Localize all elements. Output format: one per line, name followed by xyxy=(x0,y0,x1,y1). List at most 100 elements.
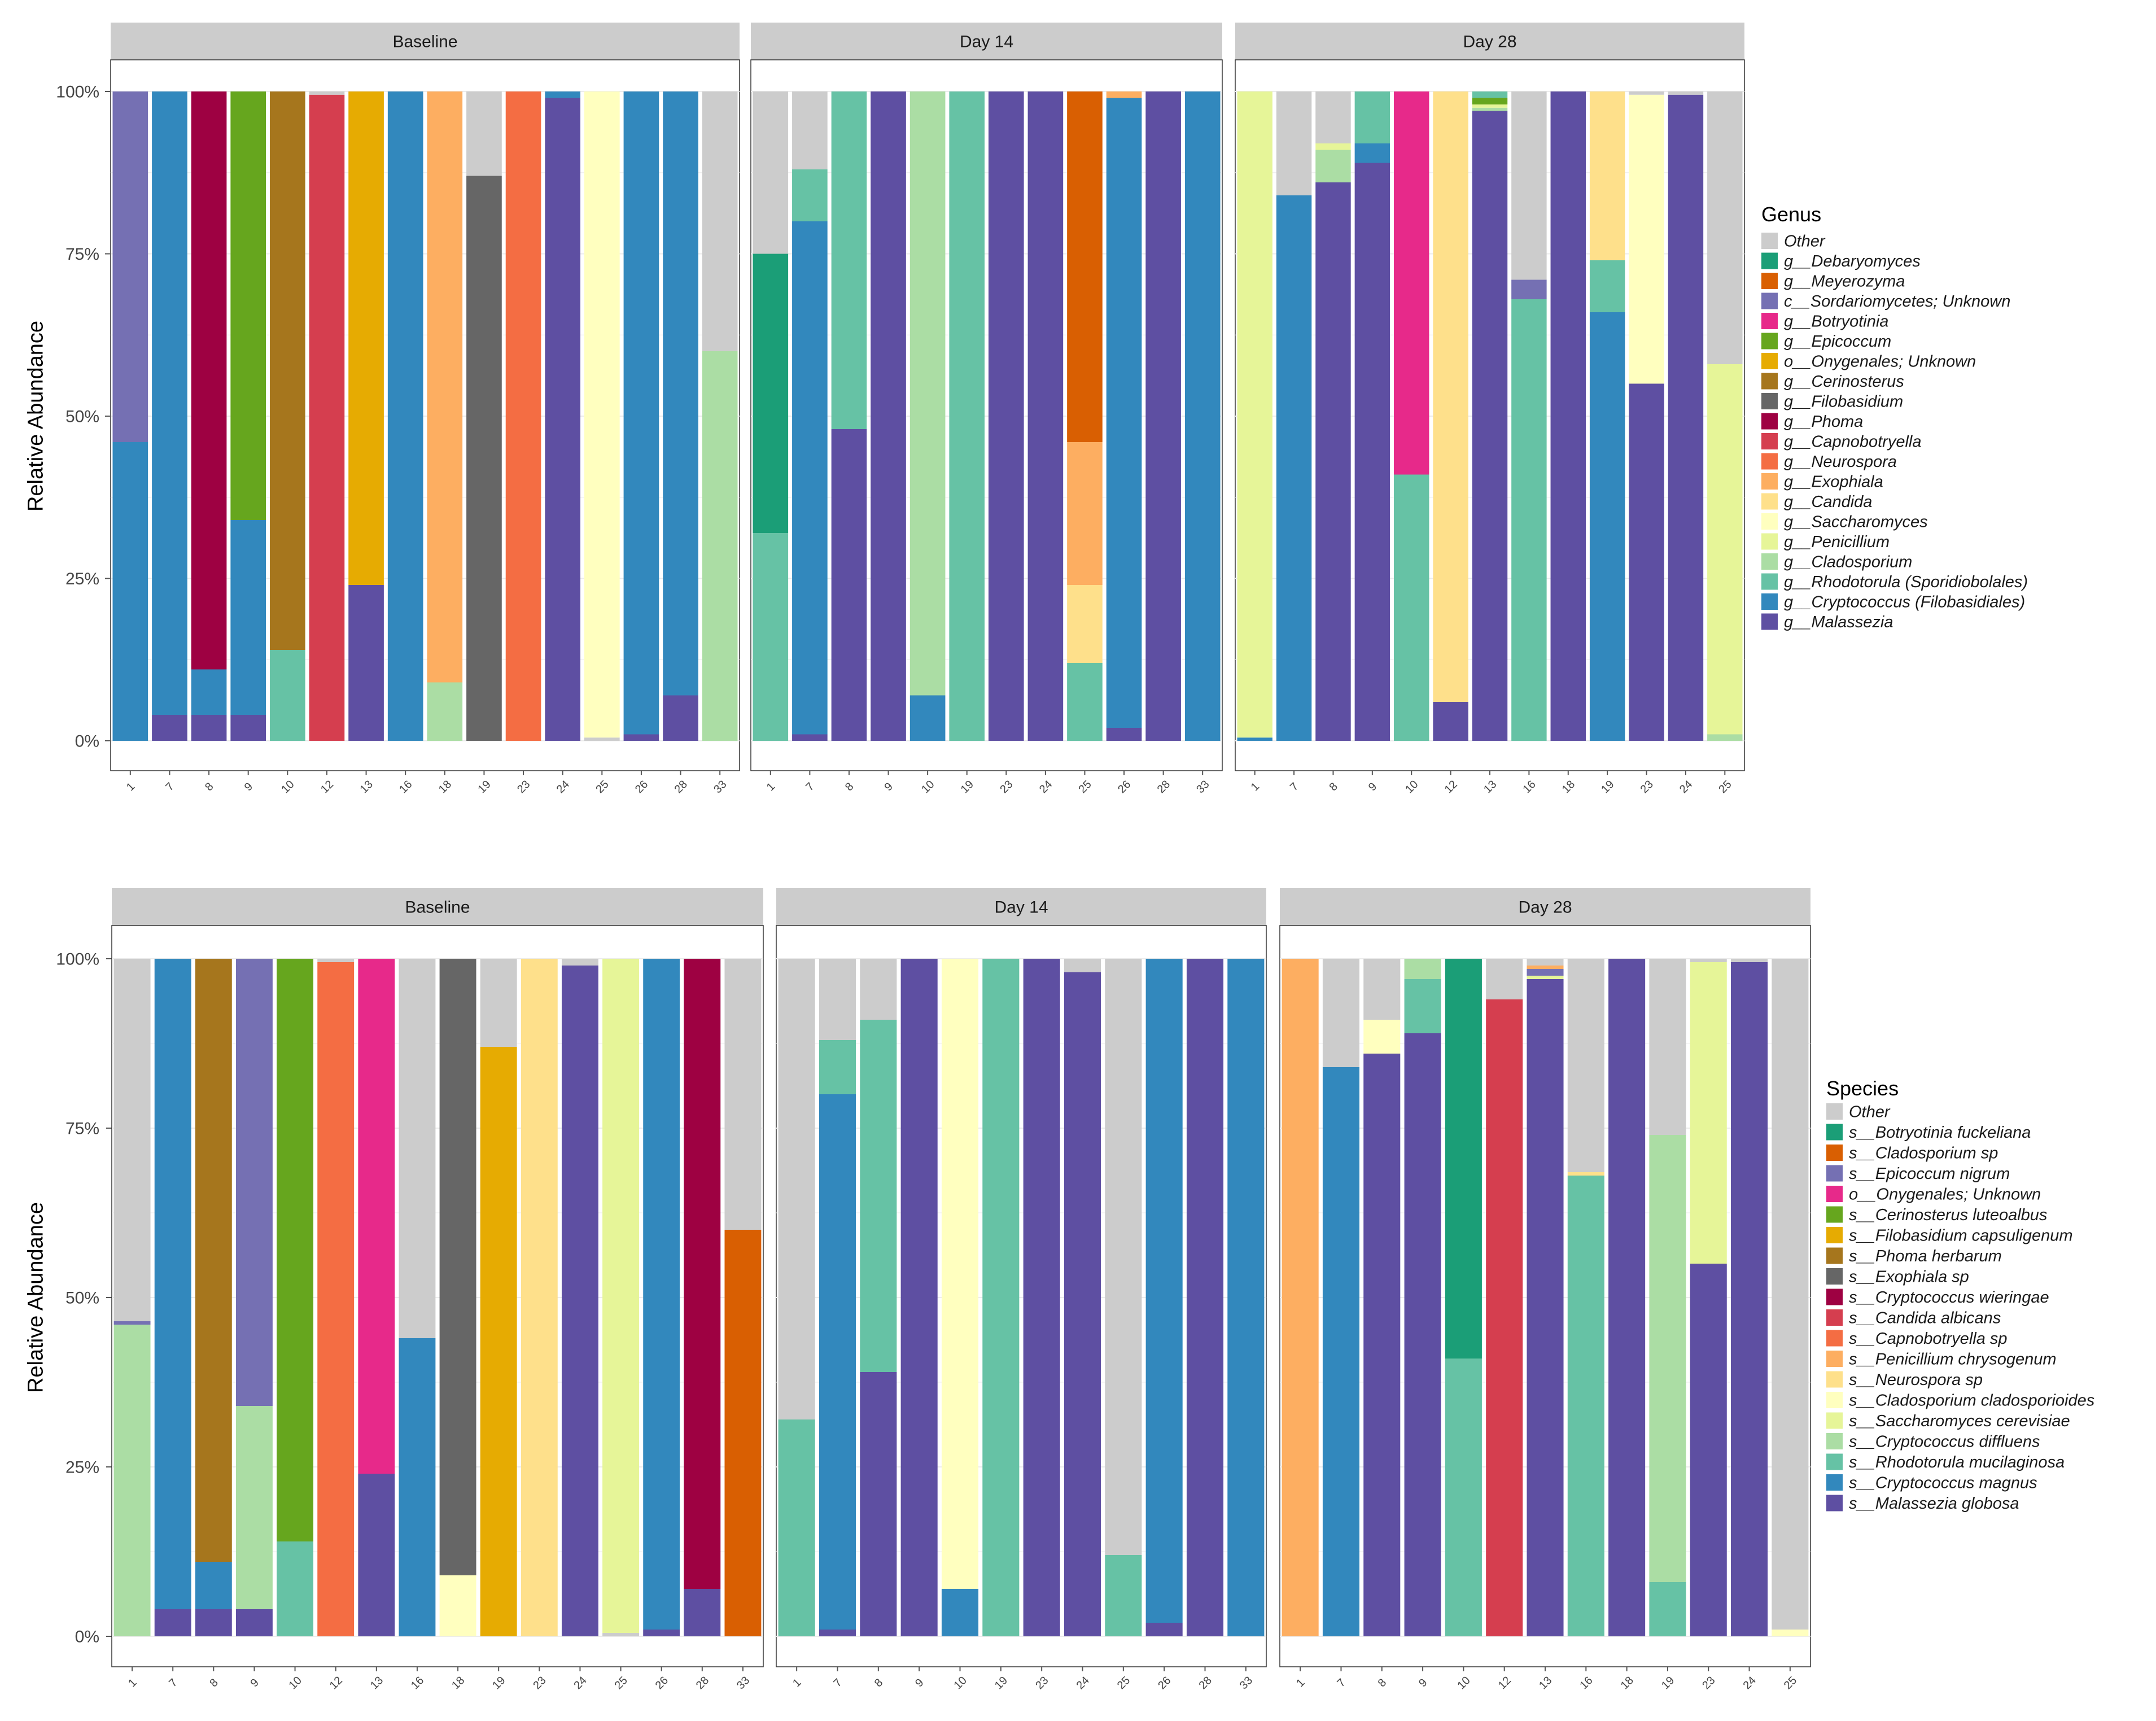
x-tick-label: 1 xyxy=(790,1676,803,1689)
bar-segment-other xyxy=(702,91,738,351)
bar-segment-g-cryptococcus-filobasidiales xyxy=(1106,98,1142,728)
x-tick-label: 18 xyxy=(1560,778,1577,796)
bar-segment-s-candida-albicans xyxy=(1486,999,1523,1636)
x-tick-label: 13 xyxy=(368,1674,386,1692)
legend-label: s__Cryptococcus diffluens xyxy=(1849,1433,2040,1451)
x-tick-label: 28 xyxy=(672,778,690,796)
x-tick-label: 23 xyxy=(1638,778,1656,796)
bar-segment-g-rhodotorula-sporidiobolales xyxy=(831,91,867,429)
legend-key-o-onygenales-unknown xyxy=(1826,1186,1843,1202)
facet-strip xyxy=(112,888,763,925)
bar-segment-other xyxy=(724,959,762,1230)
bar-sample-13 xyxy=(1472,91,1508,741)
panel-background xyxy=(750,59,1223,771)
legend-label: g__Botryotinia xyxy=(1784,313,1888,331)
legend-label: o__Onygenales; Unknown xyxy=(1784,353,1976,371)
bar-segment-g-malassezia xyxy=(988,91,1024,741)
bar-segment-other xyxy=(1527,959,1564,966)
facet-day-14: Day 14 1 7 8 9 10 19 23 24 25 26 28 33 xyxy=(776,888,1267,1692)
bar-segment-g-cladosporium xyxy=(1472,107,1508,111)
bar-segment-g-epicoccum xyxy=(230,91,266,520)
bar-segment-g-rhodotorula-sporidiobolales xyxy=(753,533,789,741)
bar-sample-8 xyxy=(195,959,232,1636)
y-tick-label: 75% xyxy=(65,245,99,264)
legend-label: g__Exophiala xyxy=(1784,473,1883,491)
legend-label: Other xyxy=(1784,233,1826,251)
legend-label: c__Sordariomycetes; Unknown xyxy=(1784,292,2010,311)
bar-segment-g-cryptococcus-filobasidiales xyxy=(792,221,828,735)
y-tick-label: 100% xyxy=(56,950,99,969)
bar-segment-g-penicillium xyxy=(1472,104,1508,108)
legend-label: g__Cryptococcus (Filobasidiales) xyxy=(1784,593,2025,611)
legend-title: Species xyxy=(1826,1077,1899,1100)
bar-sample-26 xyxy=(1106,91,1142,741)
bar-segment-s-cryptococcus-magnus xyxy=(399,1338,436,1636)
x-tick-label: 26 xyxy=(633,778,650,796)
legend-key-g-filobasidium xyxy=(1761,393,1778,409)
bar-sample-26 xyxy=(1145,959,1183,1636)
bar-segment-o-onygenales-unknown xyxy=(358,959,395,1474)
x-tick-label: 16 xyxy=(397,778,414,796)
bar-segment-g-cryptococcus-filobasidiales xyxy=(663,91,698,696)
legend-key-s-cryptococcus-magnus xyxy=(1826,1474,1843,1491)
bar-segment-s-cerinosterus-luteoalbus xyxy=(277,959,314,1541)
bar-sample-7 xyxy=(819,959,856,1636)
y-tick-label: 0% xyxy=(75,732,99,751)
legend-label: g__Rhodotorula (Sporidiobolales) xyxy=(1784,573,2028,591)
bar-segment-other xyxy=(317,959,355,962)
bar-segment-g-malassezia xyxy=(1106,728,1142,741)
bar-sample-7 xyxy=(792,91,828,741)
bar-segment-s-cryptococcus-magnus xyxy=(819,1094,856,1630)
legend-key-g-neurospora xyxy=(1761,453,1778,470)
bar-segment-other xyxy=(1363,959,1401,1020)
bar-segment-other xyxy=(309,91,345,95)
legend-label: s__Capnobotryella sp xyxy=(1849,1330,2008,1348)
bar-segment-s-rhodotorula-mucilaginosa xyxy=(1404,979,1441,1033)
legend-key-s-filobasidium-capsuligenum xyxy=(1826,1227,1843,1243)
x-tick-label: 25 xyxy=(1782,1674,1799,1692)
bar-segment-s-phoma-herbarum xyxy=(195,959,232,1562)
bar-segment-s-malassezia-globosa xyxy=(643,1630,680,1636)
x-tick-label: 28 xyxy=(694,1674,711,1692)
bar-segment-other xyxy=(1668,91,1704,95)
x-tick-label: 23 xyxy=(531,1674,548,1692)
legend-label: g__Neurospora xyxy=(1784,453,1897,471)
bar-segment-g-rhodotorula-sporidiobolales xyxy=(1472,91,1508,98)
legend-label: s__Cryptococcus wieringae xyxy=(1849,1288,2049,1307)
legend-label: s__Neurospora sp xyxy=(1849,1371,1983,1389)
bar-segment-s-cryptococcus-magnus xyxy=(1322,1067,1359,1636)
legend-label: s__Saccharomyces cerevisiae xyxy=(1849,1412,2070,1430)
x-tick-label: 9 xyxy=(242,780,255,793)
bar-sample-7 xyxy=(1276,91,1312,741)
legend-label: g__Phoma xyxy=(1784,413,1863,431)
legend-key-s-cryptococcus-wieringae xyxy=(1826,1288,1843,1305)
legend-key-s-cladosporium-cladosporioides xyxy=(1826,1392,1843,1408)
bar-segment-s-epicoccum-nigrum xyxy=(235,959,273,1406)
bar-segment-s-cryptococcus-magnus xyxy=(154,959,191,1609)
bar-sample-18 xyxy=(1608,959,1646,1636)
bar-segment-s-epicoccum-nigrum xyxy=(113,1321,151,1325)
bar-segment-s-neurospora-sp xyxy=(521,959,558,1636)
facet-day-14: Day 14 1 7 8 9 10 19 23 24 25 26 28 33 xyxy=(750,23,1223,796)
y-tick-label: 100% xyxy=(56,83,99,102)
bar-segment-s-filobasidium-capsuligenum xyxy=(480,1047,517,1636)
x-tick-label: 24 xyxy=(571,1674,589,1692)
bar-segment-other xyxy=(1105,959,1142,1555)
bar-sample-10 xyxy=(269,91,305,741)
bar-sample-24 xyxy=(1064,959,1101,1636)
bar-sample-12 xyxy=(309,91,345,741)
facet-title: Day 14 xyxy=(960,33,1013,51)
bar-segment-s-capnobotryella-sp xyxy=(317,962,355,1636)
bar-segment-s-saccharomyces-cerevisiae xyxy=(602,959,640,1633)
bar-sample-25 xyxy=(602,959,640,1636)
x-tick-label: 26 xyxy=(1116,778,1133,796)
bar-segment-s-penicillium-chrysogenum xyxy=(1527,966,1564,969)
bar-segment-other xyxy=(1276,91,1312,195)
bar-segment-g-rhodotorula-sporidiobolales xyxy=(1589,260,1625,312)
facet-strip xyxy=(1235,23,1744,60)
x-tick-label: 8 xyxy=(843,780,856,793)
bar-segment-other xyxy=(1486,959,1523,999)
x-tick-label: 19 xyxy=(992,1674,1010,1692)
x-tick-label: 13 xyxy=(358,778,375,796)
bar-sample-1 xyxy=(753,91,789,741)
